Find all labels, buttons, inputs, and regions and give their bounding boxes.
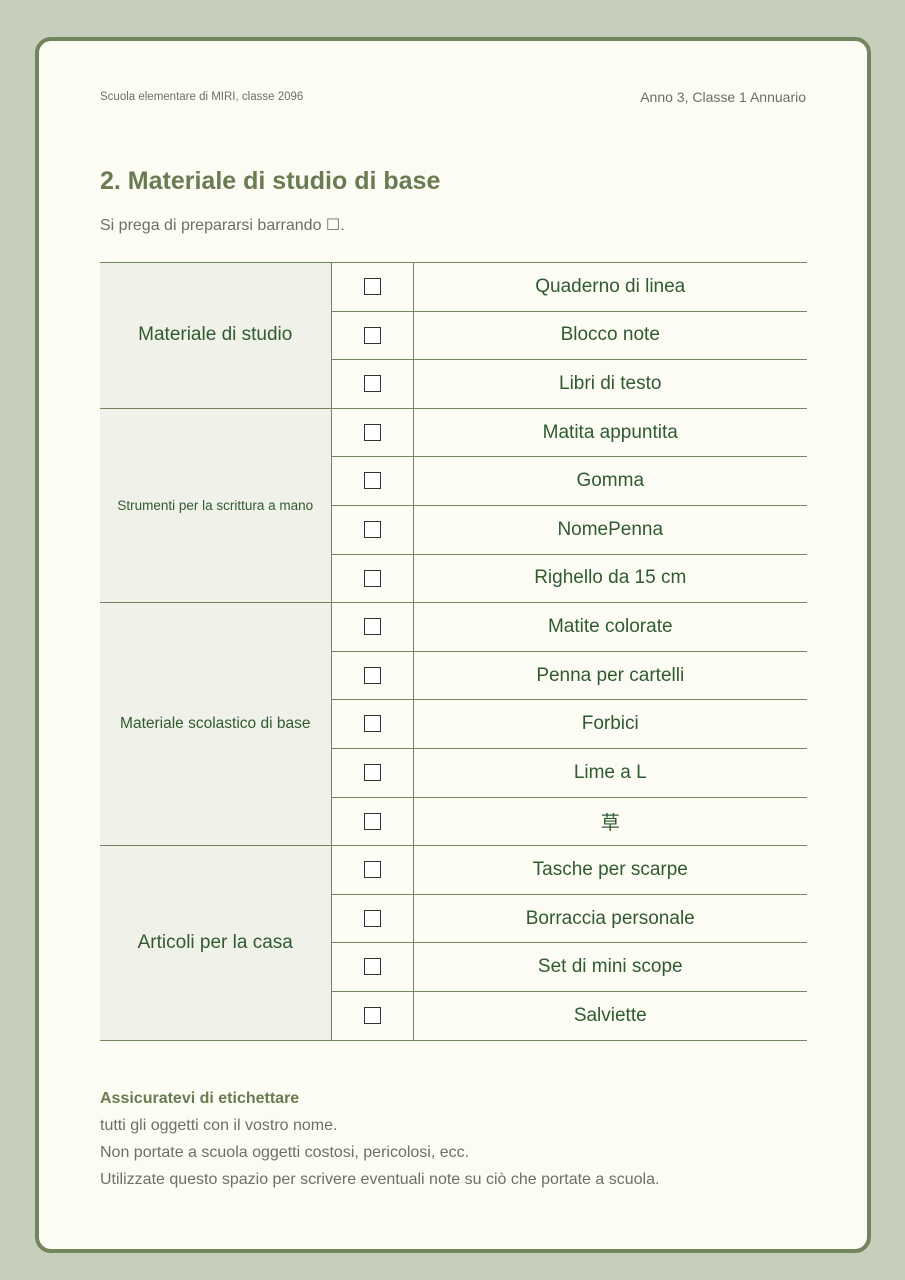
- table-row: Articoli per la casa Tasche per scarpe: [100, 845, 807, 1041]
- yearbook-page: Scuola elementare di MIRI, classe 2096 A…: [35, 37, 871, 1253]
- checkbox[interactable]: [363, 618, 381, 636]
- item-label: Tasche per scarpe: [413, 845, 807, 895]
- checkbox-cell: [331, 602, 414, 652]
- checkbox[interactable]: [363, 423, 381, 441]
- checkbox[interactable]: [363, 326, 381, 344]
- yearbook-label: Anno 3, Classe 1 Annuario: [640, 89, 806, 105]
- school-name: Scuola elementare di MIRI, classe 2096: [100, 91, 304, 103]
- group-label: Strumenti per la scrittura a mano: [100, 407, 332, 604]
- item-label: Righello da 15 cm: [413, 553, 807, 604]
- checkbox-cell: [331, 796, 414, 847]
- item-label: Borraccia personale: [413, 893, 807, 944]
- checklist-table: Materiale di studio Quaderno di linea Bloc…: [100, 262, 807, 1041]
- checkbox[interactable]: [363, 472, 381, 490]
- note-line: Non portate a scuola oggetti costosi, pe…: [100, 1144, 470, 1161]
- table-row: Set di mini scope: [100, 942, 807, 992]
- item-label: Quaderno di linea: [413, 262, 807, 312]
- table-row: Forbici: [100, 699, 807, 749]
- table-row: Penna per cartelli: [100, 650, 807, 701]
- item-label: Salviette: [413, 990, 807, 1041]
- checkbox-cell: [331, 262, 414, 312]
- checkbox-cell: [331, 699, 414, 749]
- checkbox-cell: [331, 407, 414, 458]
- checkbox-cell: [331, 504, 414, 555]
- checkbox[interactable]: [363, 958, 381, 976]
- table-row: Materiale scolastico di base Matite color…: [100, 602, 807, 847]
- checkbox[interactable]: [363, 715, 381, 733]
- checkbox[interactable]: [363, 1006, 381, 1024]
- group-label: Materiale scolastico di base: [100, 602, 332, 847]
- item-label: Matita appuntita: [413, 407, 807, 458]
- checkbox[interactable]: [363, 812, 381, 830]
- item-label: NomePenna: [413, 504, 807, 555]
- checkbox[interactable]: [363, 764, 381, 781]
- table-row: Righello da 15 cm: [100, 553, 807, 604]
- item-label: Gomma: [413, 456, 807, 506]
- note-line: Utilizzate questo spazio per scrivere ev…: [100, 1171, 660, 1188]
- checkbox[interactable]: [363, 521, 381, 539]
- checkbox[interactable]: [363, 861, 381, 879]
- notes-heading: Assicuratevi di etichettare: [100, 1090, 300, 1107]
- item-label: Set di mini scope: [413, 942, 807, 992]
- table-row: Salviette: [100, 990, 807, 1041]
- checkbox-cell: [331, 845, 414, 895]
- table-row: Gomma: [100, 456, 807, 506]
- notes: Assicuratevi di etichettare tutti gli og…: [100, 1085, 659, 1193]
- group-label: Materiale di studio: [100, 262, 332, 409]
- item-label: Penna per cartelli: [413, 650, 807, 701]
- table-row: Borraccia personale: [100, 893, 807, 944]
- checkbox-cell: [331, 359, 414, 409]
- section-title: 2. Materiale di studio di base: [100, 167, 441, 195]
- table-row: Lime a L: [100, 747, 807, 798]
- checkbox-cell: [331, 990, 414, 1041]
- item-label: 草: [413, 796, 807, 847]
- checkbox-cell: [331, 747, 414, 798]
- table-row: 草: [100, 796, 807, 847]
- table-row: Blocco note: [100, 310, 807, 361]
- group-label: Articoli per la casa: [100, 845, 332, 1041]
- checkbox[interactable]: [363, 569, 381, 587]
- checkbox-cell: [331, 942, 414, 992]
- instruction: Si prega di prepararsi barrando ☐.: [100, 217, 345, 234]
- checkbox-cell: [331, 456, 414, 506]
- checkbox-cell: [331, 893, 414, 944]
- table-row: Strumenti per la scrittura a mano Matita …: [100, 407, 807, 604]
- item-label: Libri di testo: [413, 359, 807, 409]
- item-label: Matite colorate: [413, 602, 807, 652]
- checkbox[interactable]: [363, 666, 381, 684]
- checkbox[interactable]: [363, 909, 381, 927]
- table-row: Libri di testo: [100, 359, 807, 409]
- checkbox[interactable]: [363, 375, 381, 393]
- checkbox-cell: [331, 553, 414, 604]
- note-line: tutti gli oggetti con il vostro nome.: [100, 1117, 338, 1134]
- table-row: Materiale di studio Quaderno di linea: [100, 262, 807, 409]
- item-label: Forbici: [413, 699, 807, 749]
- checkbox-cell: [331, 310, 414, 361]
- item-label: Blocco note: [413, 310, 807, 361]
- item-label: Lime a L: [413, 747, 807, 798]
- checkbox[interactable]: [363, 278, 381, 296]
- checkbox-cell: [331, 650, 414, 701]
